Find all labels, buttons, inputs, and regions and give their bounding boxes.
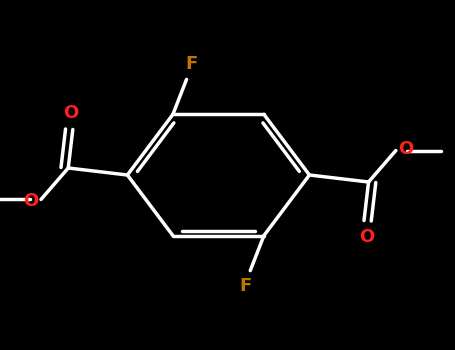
- Text: O: O: [359, 228, 374, 246]
- Text: O: O: [23, 192, 39, 210]
- Text: O: O: [63, 104, 78, 122]
- Text: O: O: [398, 140, 414, 158]
- Text: F: F: [185, 55, 197, 73]
- Text: F: F: [240, 277, 252, 295]
